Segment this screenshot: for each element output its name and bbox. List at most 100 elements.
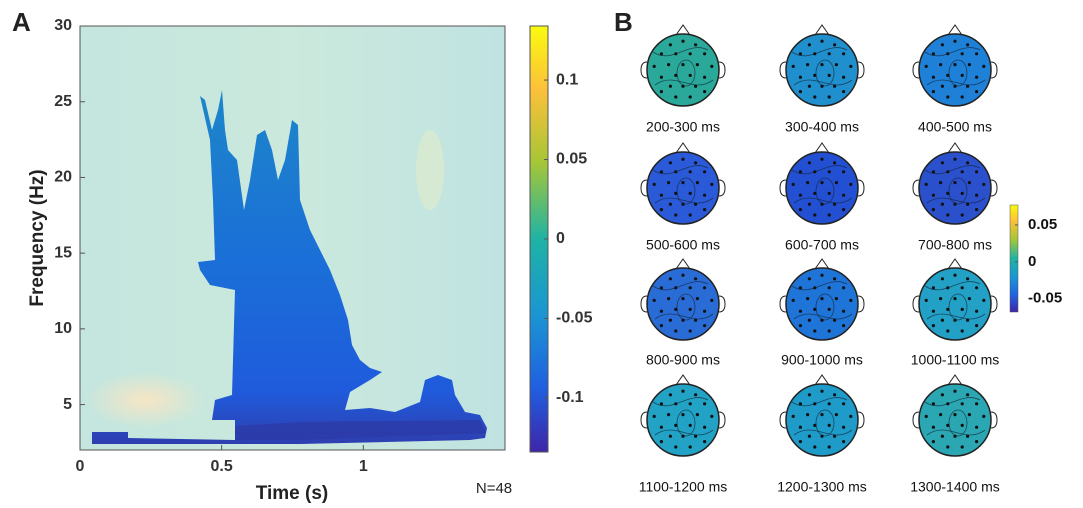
electrode (667, 63, 671, 67)
electrode (668, 161, 673, 165)
electrode (674, 286, 678, 290)
electrode (694, 43, 698, 47)
colorbar (1009, 204, 1019, 313)
electrode (667, 181, 671, 185)
electrode (688, 445, 692, 449)
electrode (813, 423, 817, 427)
head-nose (947, 374, 963, 386)
electrode (688, 73, 692, 77)
electrode (695, 181, 700, 185)
head-ear (857, 179, 865, 197)
electrode (659, 425, 664, 429)
electrode (842, 440, 846, 444)
electrode (681, 157, 685, 161)
electrode (659, 324, 664, 328)
electrode (807, 277, 812, 281)
contour (793, 429, 853, 436)
electrode (798, 193, 803, 197)
electrode (940, 393, 945, 397)
contour (676, 177, 696, 205)
electrode (931, 309, 936, 313)
panel-label: B (614, 7, 633, 37)
electrode (798, 286, 803, 290)
electrode (674, 52, 678, 56)
electrode (946, 213, 950, 217)
electrode (940, 434, 945, 438)
electrode (681, 181, 685, 185)
colorbar-tick-label: -0.05 (556, 310, 593, 327)
contour (791, 397, 848, 407)
electrode (681, 273, 685, 277)
contour (815, 409, 835, 437)
electrode (967, 413, 972, 417)
electrode (953, 181, 957, 185)
colorbar-tick-label: -0.05 (1028, 290, 1062, 307)
electrode (703, 286, 707, 290)
electrode (695, 413, 700, 417)
electrode (940, 318, 945, 322)
electrode (695, 297, 700, 301)
electrode (703, 208, 707, 212)
head-ear (640, 295, 648, 313)
contour (652, 281, 709, 291)
electrode (966, 202, 970, 206)
electrode (813, 286, 817, 290)
panel-label: A (12, 7, 31, 37)
electrode (966, 43, 970, 47)
electrode (813, 52, 817, 56)
electrode (960, 445, 964, 449)
electrode (668, 202, 673, 206)
contour (924, 397, 981, 407)
electrode (791, 64, 795, 68)
electrode (798, 440, 803, 444)
electrode (681, 434, 685, 438)
electrode (827, 95, 831, 99)
head-nose (947, 24, 963, 36)
electrode (946, 329, 950, 333)
contour (793, 79, 853, 86)
electrode (842, 425, 846, 429)
electrode (833, 393, 837, 397)
contour (791, 47, 848, 57)
electrode (688, 286, 692, 290)
topomap (646, 33, 720, 107)
electrode (813, 307, 817, 311)
electrode (975, 309, 979, 313)
electrode (975, 286, 979, 290)
electrode (849, 64, 853, 68)
electrode (820, 273, 824, 277)
electrode (688, 307, 692, 311)
electrode (659, 52, 664, 56)
electrode (939, 181, 943, 185)
contour (676, 409, 696, 437)
electrode (842, 170, 846, 174)
electrode (694, 84, 698, 88)
electrode (668, 393, 673, 397)
head-ear (857, 295, 865, 313)
electrode (946, 423, 950, 427)
colorbar-tick-label: 0.05 (1028, 216, 1057, 233)
electrode (946, 52, 950, 56)
topomap-label: 500-600 ms (646, 237, 720, 253)
electrode (842, 90, 846, 94)
electrode (688, 423, 692, 427)
electrode (940, 84, 945, 88)
electrode (694, 161, 698, 165)
electrode (813, 213, 817, 217)
electrode (833, 277, 837, 281)
electrode (842, 309, 846, 313)
electrode (833, 318, 837, 322)
electrode (703, 52, 707, 56)
electrode (924, 64, 928, 68)
electrode (813, 73, 817, 77)
electrode (827, 307, 831, 311)
electrode (827, 423, 831, 427)
electrode (966, 277, 970, 281)
electrode (827, 286, 831, 290)
y-tick-label: 25 (54, 93, 72, 110)
contour (815, 177, 835, 205)
electrode (960, 52, 964, 56)
electrode (798, 324, 803, 328)
electrode (681, 84, 685, 88)
electrode (960, 95, 964, 99)
